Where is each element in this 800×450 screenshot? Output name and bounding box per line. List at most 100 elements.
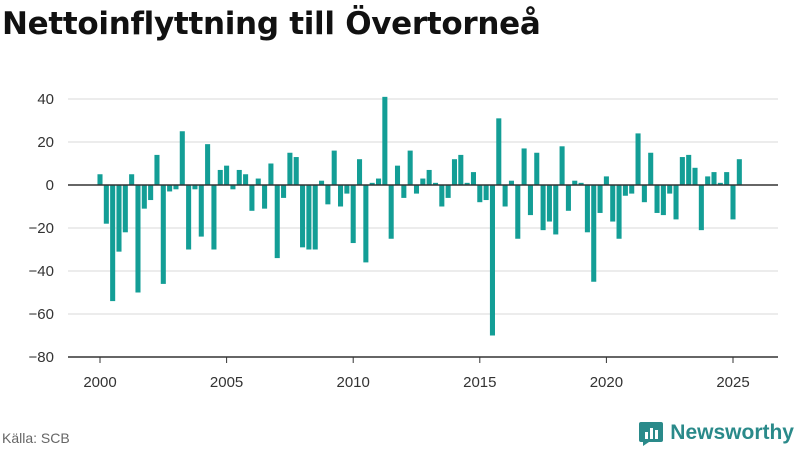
bar <box>293 157 299 185</box>
bar <box>129 174 135 185</box>
bar <box>205 144 211 185</box>
bar <box>382 96 388 185</box>
bar <box>648 152 654 185</box>
bar <box>179 131 185 185</box>
bar <box>483 185 489 201</box>
bar <box>451 159 458 185</box>
bar <box>470 172 476 185</box>
bar <box>135 185 141 293</box>
bar <box>110 185 116 302</box>
bar <box>375 178 382 185</box>
bar <box>173 185 179 190</box>
bar-chart-logo-icon <box>639 422 664 446</box>
x-tick-label: 2015 <box>463 374 496 391</box>
bar <box>331 150 337 185</box>
x-tick-label: 2005 <box>210 374 243 391</box>
bar <box>692 167 698 185</box>
bar <box>679 157 685 185</box>
bar <box>603 176 609 185</box>
bar <box>249 185 255 211</box>
bar <box>103 185 109 224</box>
bar <box>464 182 470 185</box>
bar <box>458 154 464 185</box>
bar <box>262 185 268 209</box>
grid-lines <box>68 98 778 315</box>
bar <box>198 185 204 237</box>
bar <box>394 165 401 185</box>
bar <box>616 185 622 239</box>
bar <box>300 185 306 248</box>
y-tick-label: −80 <box>29 349 54 366</box>
bar <box>540 185 546 231</box>
axes: 40 20 0 −20 −40 −60 −80 2000 2005 2010 2015 2020 202… <box>29 91 778 391</box>
bar <box>445 185 451 198</box>
bar <box>186 185 192 250</box>
bar <box>660 185 666 216</box>
bar <box>116 185 122 252</box>
bar <box>243 174 249 185</box>
bar <box>369 182 375 185</box>
y-tick-label: 20 <box>37 134 54 151</box>
bar <box>736 159 742 185</box>
bar <box>236 169 242 185</box>
bar <box>591 185 597 282</box>
x-tick-label: 2000 <box>83 374 116 391</box>
bar <box>629 185 635 194</box>
bar <box>287 152 293 185</box>
bar <box>705 176 711 185</box>
bar <box>357 159 363 185</box>
y-tick-label: −40 <box>29 263 54 280</box>
bar <box>546 185 552 222</box>
bar <box>686 154 692 185</box>
bar <box>255 178 261 185</box>
bar <box>489 185 495 336</box>
bar <box>224 165 230 185</box>
bar <box>363 185 369 263</box>
bar <box>325 185 331 205</box>
bar <box>413 185 420 194</box>
bar <box>667 185 673 194</box>
bar <box>154 154 160 185</box>
brand-logo[interactable]: Newsworthy <box>638 420 794 446</box>
bars <box>97 96 742 336</box>
bar <box>439 185 445 207</box>
bar <box>344 185 350 194</box>
bar <box>230 185 236 190</box>
bar <box>584 185 590 233</box>
bar <box>350 185 356 244</box>
bar <box>534 152 540 185</box>
bar <box>572 180 578 185</box>
bar <box>274 185 280 259</box>
bar <box>730 185 736 220</box>
x-tick-label: 2025 <box>716 374 749 391</box>
bar <box>553 185 559 235</box>
bar <box>268 163 274 185</box>
bar <box>141 185 147 209</box>
bar <box>521 148 527 185</box>
bar <box>217 169 223 185</box>
x-tick-label: 2020 <box>590 374 623 391</box>
bar <box>97 174 103 185</box>
bar <box>559 146 565 185</box>
bar <box>508 180 514 185</box>
bar <box>698 185 704 231</box>
bar <box>654 185 660 213</box>
bar <box>724 172 730 185</box>
bar <box>148 185 154 201</box>
brand-name: Newsworthy <box>670 421 794 444</box>
bar <box>717 182 723 185</box>
bar <box>420 178 426 185</box>
bar <box>122 185 128 233</box>
bar <box>711 172 717 185</box>
bar <box>565 185 571 211</box>
bar <box>641 185 647 203</box>
bar <box>401 185 407 198</box>
bar <box>502 185 508 207</box>
bar <box>306 185 312 250</box>
bar <box>578 182 584 185</box>
bar <box>597 185 603 213</box>
bar <box>312 185 318 250</box>
x-tick-label: 2010 <box>337 374 370 391</box>
bar <box>673 185 679 220</box>
